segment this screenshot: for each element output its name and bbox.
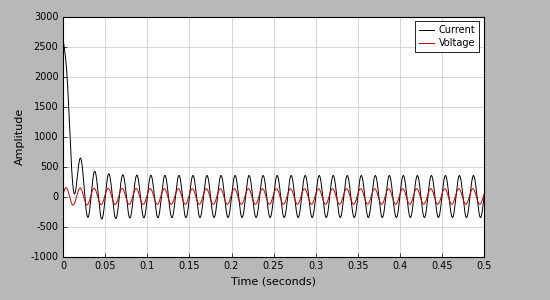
Voltage (266, 202, 272, 206)
Current (85, 215, 92, 218)
Y-axis label: Amplitude: Amplitude (15, 108, 25, 165)
Current (98, 217, 105, 221)
Voltage (481, 192, 487, 196)
Current (266, 213, 272, 217)
Voltage (78, 187, 84, 190)
Voltage (60, 192, 67, 196)
Voltage (70, 203, 76, 207)
Current (62, 52, 68, 56)
Voltage (459, 193, 465, 196)
X-axis label: Time (seconds): Time (seconds) (231, 277, 316, 287)
Current (60, 39, 67, 42)
Line: Current: Current (63, 40, 484, 219)
Current (142, 209, 149, 212)
Legend: Current, Voltage: Current, Voltage (415, 21, 479, 52)
Current (459, 184, 465, 188)
Current (481, 195, 487, 198)
Voltage (85, 202, 92, 205)
Line: Voltage: Voltage (63, 188, 484, 205)
Voltage (63, 186, 69, 189)
Voltage (62, 187, 68, 190)
Current (78, 157, 84, 160)
Voltage (142, 198, 149, 202)
